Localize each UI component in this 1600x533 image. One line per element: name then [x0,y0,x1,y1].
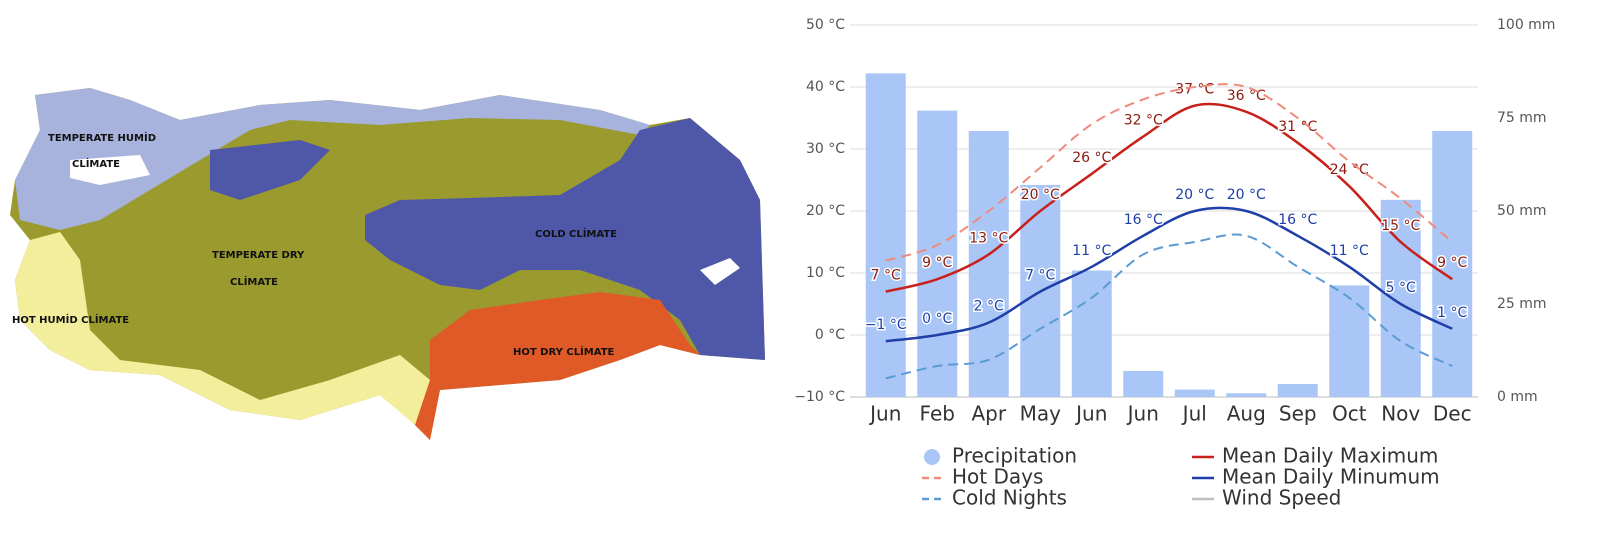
y2-tick-label: 100 mm [1497,17,1555,33]
data-label: 5 °C [1386,280,1416,296]
bar [1329,285,1370,397]
data-label: 7 °C [1025,268,1055,284]
x-tick-label: Sep [1279,402,1317,426]
y-tick-label: −10 °C [794,389,845,405]
legend-label: Mean Daily Minumum [1222,465,1440,489]
line [885,83,1453,262]
map-label: HOT HUMİD CLİMATE [12,312,129,326]
cold-region [365,118,765,360]
data-label: 20 °C [1021,187,1060,203]
x-tick-label: Jun [1074,402,1107,426]
x-tick-label: Apr [971,402,1006,426]
legend-marker [924,449,940,465]
y-tick-label: 10 °C [806,265,845,281]
data-label: 32 °C [1124,113,1163,129]
bar [917,110,958,397]
data-label: 15 °C [1381,218,1420,234]
map-label: CLİMATE [230,274,278,288]
x-tick-label: Aug [1227,402,1266,426]
map-label: HOT DRY CLİMATE [513,344,615,358]
map-label: CLİMATE [72,156,120,170]
bar [865,73,906,398]
data-label: 0 °C [922,311,952,327]
bar [1380,199,1421,397]
lake [700,258,740,285]
data-label: 24 °C [1330,162,1369,178]
legend-label: Hot Days [952,465,1043,489]
data-label: 36 °C [1227,88,1266,104]
sea [70,155,150,185]
bar [1277,383,1318,397]
x-tick-label: Jul [1181,402,1207,426]
y-tick-label: 0 °C [815,327,845,343]
data-label: 16 °C [1124,212,1163,228]
data-label: 2 °C [974,299,1004,315]
x-tick-label: Dec [1433,402,1472,426]
line [885,233,1453,380]
data-label: 7 °C [871,268,901,284]
y2-tick-label: 50 mm [1497,203,1547,219]
data-label: 9 °C [922,255,952,271]
legend-label: Wind Speed [1222,486,1341,510]
data-label: 31 °C [1278,119,1317,135]
x-tick-label: Feb [920,402,955,426]
legend-label: Mean Daily Maximum [1222,444,1438,468]
x-tick-label: Jun [868,402,901,426]
data-label: 37 °C [1175,82,1214,98]
data-label: 9 °C [1437,255,1467,271]
x-tick-label: Oct [1332,402,1367,426]
y2-tick-label: 0 mm [1497,389,1538,405]
data-label: 16 °C [1278,212,1317,228]
data-label: 26 °C [1072,150,1111,166]
climate-chart: −10 °C 0 °C 10 °C 20 °C 30 °C 40 °C 50 °C 0 mm 2… [794,17,1555,510]
data-label: 20 °C [1175,187,1214,203]
y2-tick-label: 75 mm [1497,110,1547,126]
map-label: COLD CLİMATE [535,226,617,240]
line [885,102,1453,293]
y-tick-label: 30 °C [806,141,845,157]
y-tick-label: 50 °C [806,17,845,33]
y2-tick-label: 25 mm [1497,296,1547,312]
hot-humid-region [15,232,430,425]
map-label: TEMPERATE HUMİD [48,130,156,144]
map-label: TEMPERATE DRY [212,250,305,261]
x-tick-label: Jun [1126,402,1159,426]
legend-label: Precipitation [952,444,1077,468]
data-label: 11 °C [1072,243,1111,259]
line [885,206,1453,343]
y-tick-label: 40 °C [806,79,845,95]
bar [1071,270,1112,397]
climate-map: TEMPERATE HUMİD CLİMATE TEMPERATE DRY CL… [10,88,765,440]
legend-label: Cold Nights [952,486,1067,510]
y-tick-label: 20 °C [806,203,845,219]
x-tick-label: May [1020,402,1062,426]
hot-dry-region [415,292,700,440]
data-label: 11 °C [1330,243,1369,259]
bar [1432,131,1473,397]
data-label: 13 °C [969,230,1008,246]
cold-region-west [210,140,330,200]
bar [1174,389,1215,397]
x-tick-label: Nov [1381,402,1420,426]
temperate-humid-region [15,88,650,230]
data-label: 1 °C [1437,305,1467,321]
bar [1226,393,1267,397]
data-label: −1 °C [865,317,907,333]
bar [1123,370,1164,397]
data-label: 20 °C [1227,187,1266,203]
